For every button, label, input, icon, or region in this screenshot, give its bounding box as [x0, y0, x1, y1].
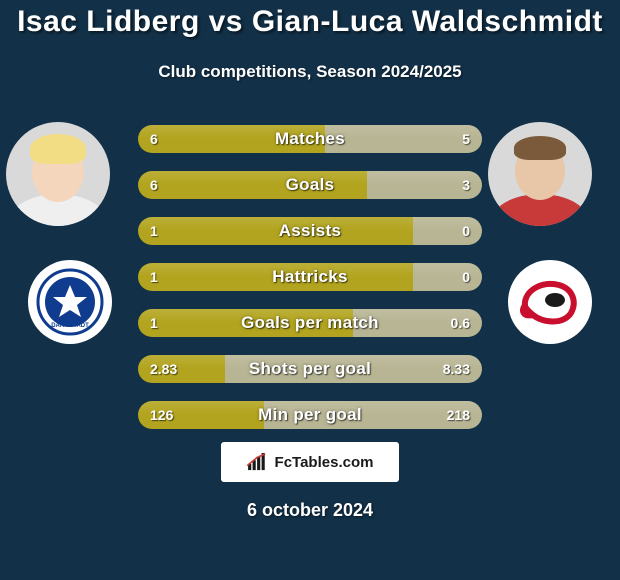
stat-label: Min per goal [138, 401, 482, 429]
page-title: Isac Lidberg vs Gian-Luca Waldschmidt [0, 5, 620, 39]
stat-label: Shots per goal [138, 355, 482, 383]
stat-row: Goals6 3 [138, 171, 482, 199]
stat-row: Shots per goal2.83 8.33 [138, 355, 482, 383]
club-left-icon: DARMSTADT [35, 267, 105, 337]
stat-value-right: 3 [462, 171, 470, 199]
stat-value-right: 218 [447, 401, 470, 429]
stats-panel: Matches65Goals63Assists10Hattricks10Goal… [138, 125, 482, 447]
site-logo-text: FcTables.com [275, 454, 374, 471]
stat-value-left: 126 [150, 401, 173, 429]
stat-row: Hattricks1 0 [138, 263, 482, 291]
infographic-root: Isac Lidberg vs Gian-Luca Waldschmidt Cl… [0, 0, 620, 580]
stat-value-right: 0 [462, 217, 470, 245]
stat-value-left: 6 [150, 125, 158, 153]
player-avatar-right [488, 122, 592, 226]
stat-value-right: 5 [462, 125, 470, 153]
stat-label: Matches [138, 125, 482, 153]
stat-value-left: 2.83 [150, 355, 177, 383]
club-right-icon [515, 267, 585, 337]
stat-row: Goals per match1 0.6 [138, 309, 482, 337]
date-label: 6 october 2024 [0, 500, 620, 521]
bar-chart-icon [247, 453, 269, 471]
club-badge-right [508, 260, 592, 344]
stat-label: Goals per match [138, 309, 482, 337]
player-avatar-left [6, 122, 110, 226]
stat-value-right: 0.6 [451, 309, 470, 337]
stat-label: Assists [138, 217, 482, 245]
stat-value-left: 1 [150, 217, 158, 245]
stat-row: Matches6 5 [138, 125, 482, 153]
stat-row: Assists1 0 [138, 217, 482, 245]
stat-row: Min per goal126 218 [138, 401, 482, 429]
stat-label: Hattricks [138, 263, 482, 291]
stat-value-left: 1 [150, 263, 158, 291]
club-badge-left: DARMSTADT [28, 260, 112, 344]
stat-value-left: 6 [150, 171, 158, 199]
stat-label: Goals [138, 171, 482, 199]
site-logo: FcTables.com [221, 442, 399, 482]
stat-value-right: 0 [462, 263, 470, 291]
svg-text:DARMSTADT: DARMSTADT [51, 323, 89, 329]
subtitle: Club competitions, Season 2024/2025 [0, 62, 620, 82]
stat-value-left: 1 [150, 309, 158, 337]
stat-value-right: 8.33 [443, 355, 470, 383]
